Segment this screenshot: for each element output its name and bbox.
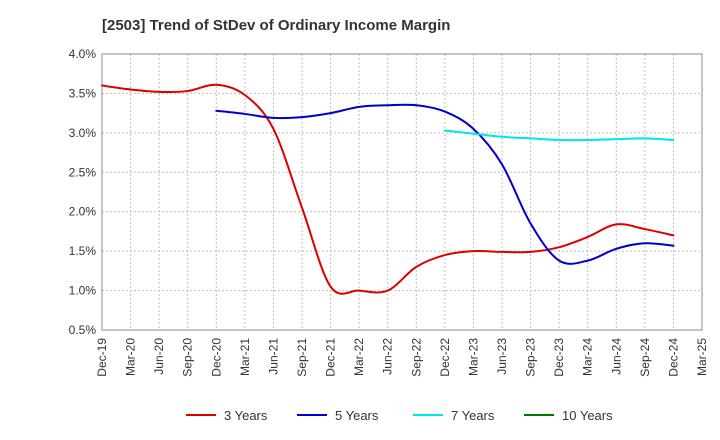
y-tick-label: 3.0% [69, 126, 97, 140]
legend-label-7-years: 7 Years [451, 408, 495, 423]
x-tick-label: Sep-21 [295, 338, 309, 377]
chart-title: [2503] Trend of StDev of Ordinary Income… [102, 17, 450, 34]
x-tick-label: Jun-21 [266, 338, 280, 375]
grid [102, 53, 702, 331]
y-tick-label: 3.5% [69, 86, 97, 100]
x-tick-label: Dec-22 [438, 338, 452, 377]
y-tick-label: 2.5% [69, 165, 97, 179]
x-tick-label: Jun-20 [152, 338, 166, 375]
x-tick-label: Dec-20 [209, 338, 223, 377]
series-line-5-years [215, 103, 675, 265]
x-tick-label: Mar-21 [238, 338, 252, 376]
y-tick-label: 4.0% [69, 47, 97, 61]
series-lines [101, 83, 675, 295]
x-tick-label: Dec-19 [95, 338, 109, 377]
x-tick-label: Sep-24 [638, 338, 652, 377]
x-tick-label: Jun-24 [609, 338, 623, 375]
x-tick-label: Mar-24 [581, 338, 595, 376]
x-tick-label: Mar-25 [695, 338, 709, 376]
legend: 3 Years 5 Years 7 Years 10 Years [186, 408, 613, 423]
y-tick-label: 1.5% [69, 244, 97, 258]
legend-label-10-years: 10 Years [562, 408, 613, 423]
x-tick-label: Jun-22 [381, 338, 395, 375]
axes: 0.5% 1.0% 1.5% 2.0% 2.5% 3.0% 3.5% 4.0% Dec-19 Ma… [69, 47, 709, 377]
x-tick-label: Jun-23 [495, 338, 509, 375]
x-tick-label: Mar-23 [466, 338, 480, 376]
x-tick-label: Dec-23 [552, 338, 566, 377]
x-tick-label: Dec-21 [324, 338, 338, 377]
series-line-7-years [443, 129, 675, 142]
x-tick-label: Mar-22 [352, 338, 366, 376]
x-tick-label: Dec-24 [666, 338, 680, 377]
x-tick-label: Mar-20 [124, 338, 138, 376]
x-tick-label: Sep-20 [181, 338, 195, 377]
legend-label-3-years: 3 Years [224, 408, 268, 423]
legend-label-5-years: 5 Years [335, 408, 379, 423]
y-tick-label: 0.5% [69, 323, 97, 337]
y-tick-label: 2.0% [69, 205, 97, 219]
y-tick-label: 1.0% [69, 284, 97, 298]
x-tick-label: Sep-22 [409, 338, 423, 377]
plot-frame [101, 53, 703, 331]
series-line-3-years [101, 83, 675, 295]
x-tick-label: Sep-23 [524, 338, 538, 377]
